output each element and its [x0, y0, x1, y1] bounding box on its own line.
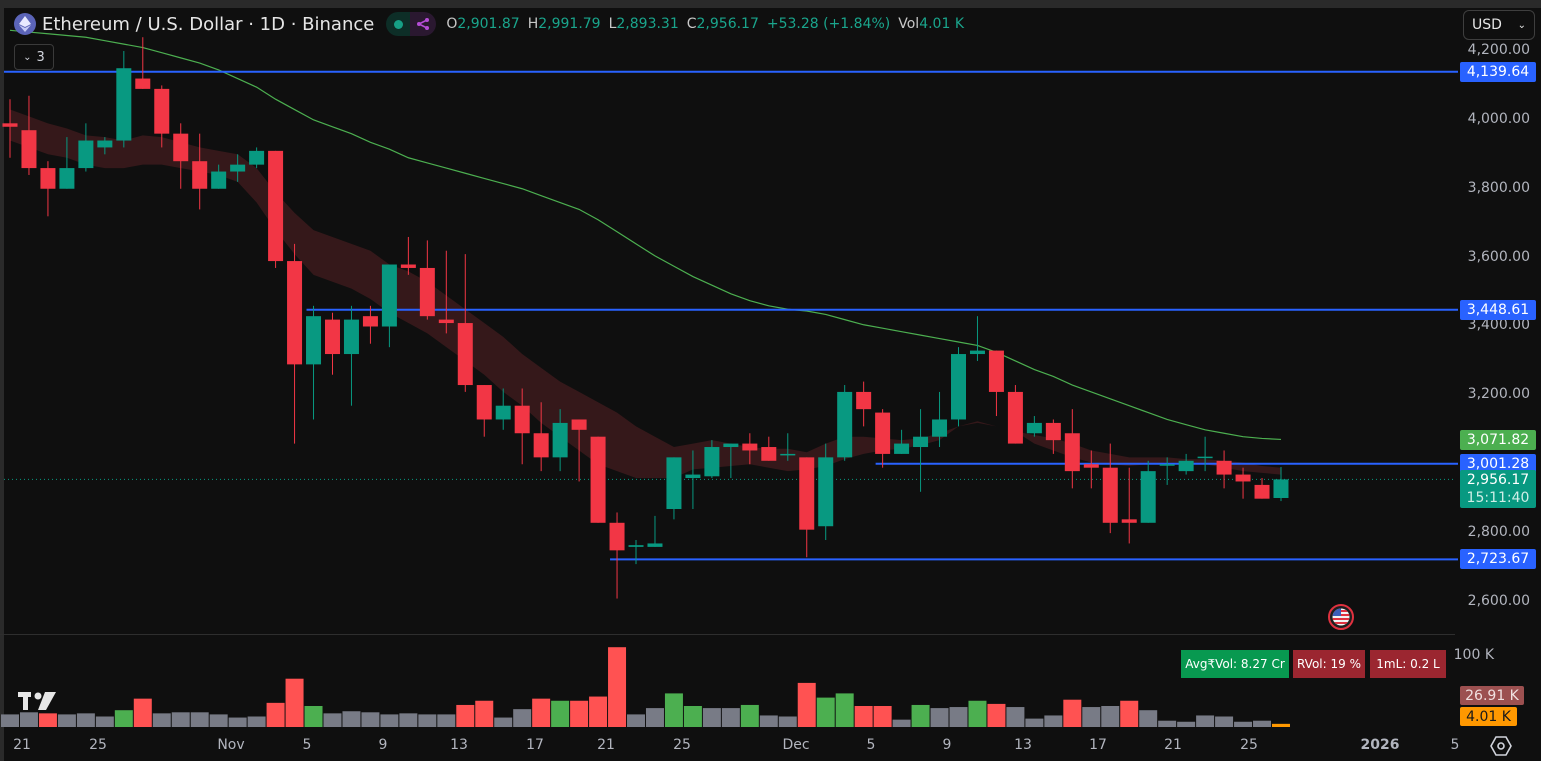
low-value: 2,893.31	[616, 16, 679, 32]
time-axis-label: 17	[526, 737, 544, 753]
open-label: O	[446, 16, 458, 32]
symbol-legend: Ethereum / U.S. Dollar · 1D · Binance O2…	[14, 12, 964, 36]
time-axis-label: 25	[89, 737, 107, 753]
high-value: 2,991.79	[538, 16, 601, 32]
time-axis-label: Nov	[217, 737, 245, 753]
avg-vol-badge: Avg₹Vol: 8.27 Cr	[1181, 650, 1289, 678]
avg-vol-text: Avg₹Vol: 8.27 Cr	[1185, 657, 1285, 671]
low-label: L	[608, 16, 617, 32]
time-axis-label: 5	[866, 737, 876, 753]
time-axis-label: 25	[1240, 737, 1258, 753]
price-axis-tick: 2,800.00	[1467, 524, 1530, 541]
ma-band	[10, 109, 1281, 479]
share-icon[interactable]	[410, 12, 437, 36]
time-axis-label: 2026	[1360, 737, 1400, 753]
top-frame	[0, 0, 1541, 8]
price-axis-tick: 2,600.00	[1467, 592, 1530, 609]
horizontal-lines[interactable]	[4, 70, 1458, 561]
symbol-title[interactable]: Ethereum / U.S. Dollar · 1D · Binance	[42, 13, 375, 35]
price-axis-tick: 4,200.00	[1467, 42, 1530, 58]
price-axis-tick: 4,000.00	[1467, 110, 1530, 127]
indicator-count: 3	[36, 49, 45, 65]
tradingview-logo-icon[interactable]	[18, 691, 58, 711]
time-axis-label: Dec	[782, 737, 810, 753]
chevron-down-icon: ⌄	[1517, 19, 1526, 31]
time-axis-label: 17	[1089, 737, 1107, 753]
time-axis-label: 5	[302, 737, 312, 753]
current-volume-value: 4.01 K	[1466, 708, 1511, 725]
last-price-value: 2,956.17	[1466, 472, 1530, 488]
time-axis-label: 9	[942, 737, 952, 753]
rvol-text: RVol: 19 %	[1297, 657, 1361, 671]
volume-bars	[1, 647, 1290, 727]
time-axis-label: 21	[597, 737, 615, 753]
hline-4139-tag: 4,139.64	[1460, 61, 1536, 82]
close-value: 2,956.17	[696, 16, 759, 32]
high-label: H	[527, 16, 539, 32]
moving-average-line	[9, 29, 1282, 441]
time-axis-label: 21	[1164, 737, 1182, 753]
close-label: C	[686, 16, 697, 32]
time-axis-label: 13	[1014, 737, 1032, 753]
time-axis-label: 25	[673, 737, 691, 753]
left-frame	[0, 0, 4, 761]
hline-3448-tag: 3,448.61	[1460, 299, 1536, 320]
status-pill[interactable]	[386, 12, 437, 36]
time-axis-label: 9	[378, 737, 388, 753]
avg-volume-value: 26.91 K	[1465, 687, 1519, 704]
rvol-badge: RVol: 19 %	[1293, 650, 1365, 678]
price-axis-tick: 3,400.00	[1467, 317, 1530, 334]
hline-3001-tag: 3,001.28	[1460, 453, 1536, 474]
avg-volume-tag: 26.91 K	[1460, 686, 1524, 705]
currency-value: USD	[1472, 17, 1502, 33]
current-volume-tag: 4.01 K	[1460, 707, 1517, 726]
currency-select[interactable]: USD ⌄	[1463, 10, 1535, 40]
ma-value-tag: 3,071.82	[1460, 429, 1536, 450]
vol-value: 4.01 K	[919, 16, 965, 32]
time-axis-label: 5	[1450, 737, 1460, 753]
time-axis-label: 21	[13, 737, 31, 753]
change-value: +53.28 (+1.84%)	[766, 16, 891, 32]
candles	[2, 37, 1289, 599]
volume-axis-tick: 100 K	[1453, 647, 1494, 663]
us-flag-event-icon[interactable]	[1328, 604, 1354, 630]
one-ml-text: 1mL: 0.2 L	[1376, 657, 1440, 671]
ethereum-logo-icon	[14, 13, 36, 35]
ohlc-values: O2,901.87 H2,991.79 L2,893.31 C2,956.17 …	[446, 16, 964, 32]
time-axis-label: 13	[450, 737, 468, 753]
hline-2723-tag: 2,723.67	[1460, 549, 1536, 570]
settings-gear-icon[interactable]	[1490, 735, 1512, 757]
pane-divider[interactable]	[0, 634, 1455, 635]
indicators-collapse-button[interactable]: ⌄ 3	[14, 44, 54, 70]
price-axis-tick: 3,600.00	[1467, 248, 1530, 265]
open-value: 2,901.87	[457, 16, 520, 32]
one-ml-badge: 1mL: 0.2 L	[1370, 650, 1446, 678]
price-axis-tick: 3,800.00	[1467, 179, 1530, 196]
market-open-icon	[386, 12, 411, 36]
last-price-tag: 2,956.17 15:11:40	[1460, 470, 1536, 508]
vol-label: Vol	[898, 16, 920, 32]
price-axis-tick: 3,200.00	[1467, 386, 1530, 403]
countdown-timer: 15:11:40	[1466, 490, 1530, 506]
chevron-down-icon: ⌄	[23, 51, 32, 63]
